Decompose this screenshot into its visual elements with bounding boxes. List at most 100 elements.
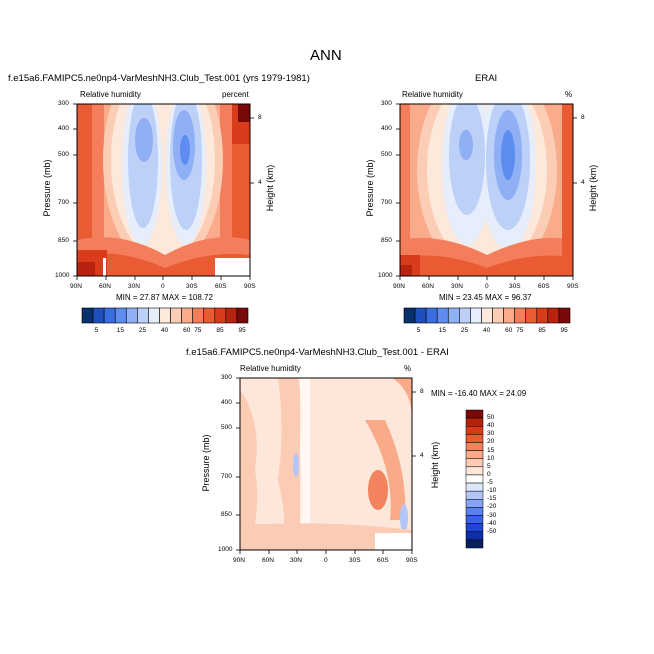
colorbar-label: 40 [161, 327, 169, 334]
colorbar-label: -30 [487, 511, 497, 519]
colorbar-label: 40 [483, 327, 491, 334]
colorbar-swatch [465, 458, 484, 468]
panel3-xtick: 90S [406, 557, 418, 564]
colorbar-swatch [425, 307, 438, 324]
colorbar-label: -15 [487, 495, 497, 503]
colorbar-swatch [81, 307, 94, 324]
colorbar-swatch [465, 490, 484, 500]
colorbar-swatch [470, 307, 482, 324]
panel1-y2tick: 8 [258, 114, 262, 121]
colorbar-swatch [547, 307, 560, 324]
panel1-field [77, 104, 250, 276]
colorbar-label: 5 [94, 327, 99, 334]
colorbar-swatch [103, 307, 116, 324]
panel1-y2tick: 4 [258, 179, 262, 186]
panel3-field [240, 378, 412, 550]
panel2-ticks [396, 103, 577, 280]
colorbar-label: -40 [487, 519, 497, 527]
colorbar-swatch [414, 307, 427, 324]
colorbar-label: 0 [487, 470, 491, 478]
colorbar-label: -50 [487, 527, 497, 535]
colorbar-swatch [148, 307, 160, 324]
panel3-right-label: % [404, 364, 412, 373]
panel1-xtick: 30N [128, 283, 140, 290]
colorbar-swatch [214, 307, 227, 324]
colorbar-swatch [465, 442, 484, 451]
colorbar-swatch [159, 307, 171, 324]
panel2-y2label: Height (km) [588, 164, 598, 212]
colorbar-swatch [436, 307, 449, 324]
colorbar-swatch [465, 499, 484, 508]
panel3-y2tick: 4 [420, 452, 424, 459]
panel1-left-label: Relative humidity [80, 90, 141, 99]
panel3-ytick: 300 [221, 374, 232, 381]
colorbar-swatch [492, 307, 504, 324]
colorbar-label: 75 [516, 327, 524, 334]
panel2-ytick: 300 [381, 100, 392, 107]
panel2-xtick: 90S [567, 283, 579, 290]
panel2-xtick: 60N [422, 283, 434, 290]
panel1-ytick: 400 [58, 125, 69, 132]
panel2-xtick: 60S [538, 283, 550, 290]
panel3-ytick: 400 [221, 399, 232, 406]
panel2-y2tick: 4 [581, 179, 585, 186]
colorbar-label: 5 [487, 462, 491, 470]
panel2-ytick: 850 [381, 237, 392, 244]
panel1-ytick: 500 [58, 151, 69, 158]
colorbar-swatch [459, 307, 471, 324]
panel2-ytick: 500 [381, 151, 392, 158]
colorbar-swatch [465, 523, 484, 533]
colorbar-swatch [137, 307, 149, 324]
colorbar-swatch [536, 307, 549, 324]
colorbar-swatch [92, 307, 105, 324]
panel3-xtick: 90N [233, 557, 245, 564]
colorbar-label: 95 [560, 327, 568, 334]
panel3-xtick: 60S [377, 557, 389, 564]
colorbar-label: -10 [487, 487, 497, 495]
panel3-stats: MIN = -16.40 MAX = 24.09 [431, 389, 527, 398]
panel1-right-label: percent [222, 90, 249, 99]
panel1-ylabel: Pressure (mb) [42, 159, 52, 217]
panel3-xtick: 0 [324, 557, 328, 564]
colorbar-label: 5 [416, 327, 421, 334]
colorbar-label: 20 [487, 438, 495, 446]
colorbar-swatch [236, 307, 249, 324]
colorbar-label: 60 [183, 327, 191, 334]
panel2-field [400, 104, 573, 276]
colorbar-swatch [225, 307, 238, 324]
panel1-xtick: 90S [244, 283, 256, 290]
panel2-stats: MIN = 23.45 MAX = 96.37 [439, 293, 532, 302]
colorbar-label: 60 [505, 327, 513, 334]
panel3-ytick: 850 [221, 511, 232, 518]
colorbar-label: 25 [460, 327, 469, 334]
panel1-xtick: 90N [70, 283, 82, 290]
colorbar-swatch [465, 417, 484, 427]
panel2-colorbar [403, 307, 571, 324]
colorbar-swatch [465, 539, 484, 549]
colorbar-swatch [465, 515, 484, 524]
panel2-xtick: 30N [451, 283, 463, 290]
panel1-ytick: 1000 [55, 272, 70, 279]
colorbar-label: 85 [216, 327, 224, 334]
panel1-stats: MIN = 27.87 MAX = 108.72 [116, 293, 213, 302]
panel3-left-label: Relative humidity [240, 364, 301, 373]
colorbar-swatch [465, 434, 484, 443]
colorbar-swatch [558, 307, 571, 324]
colorbar-swatch [447, 307, 460, 324]
panel3-y2tick: 8 [420, 388, 424, 395]
colorbar-label: 40 [487, 422, 495, 430]
panel2-ytick: 1000 [378, 272, 393, 279]
panel3-xtick: 60N [262, 557, 274, 564]
panel1-xtick: 60N [99, 283, 111, 290]
panel3-title: f.e15a6.FAMIPC5.ne0np4-VarMeshNH3.Club_T… [186, 347, 449, 358]
colorbar-swatch [525, 307, 538, 324]
colorbar-swatch [465, 466, 484, 476]
panel1-ytick: 700 [58, 199, 69, 206]
panel1-xtick: 30S [186, 283, 198, 290]
colorbar-label: 15 [438, 327, 446, 334]
panel1-ytick: 850 [58, 237, 69, 244]
panel2-left-label: Relative humidity [402, 90, 463, 99]
colorbar-label: 30 [487, 430, 495, 438]
panel1-y2label: Height (km) [265, 164, 275, 212]
